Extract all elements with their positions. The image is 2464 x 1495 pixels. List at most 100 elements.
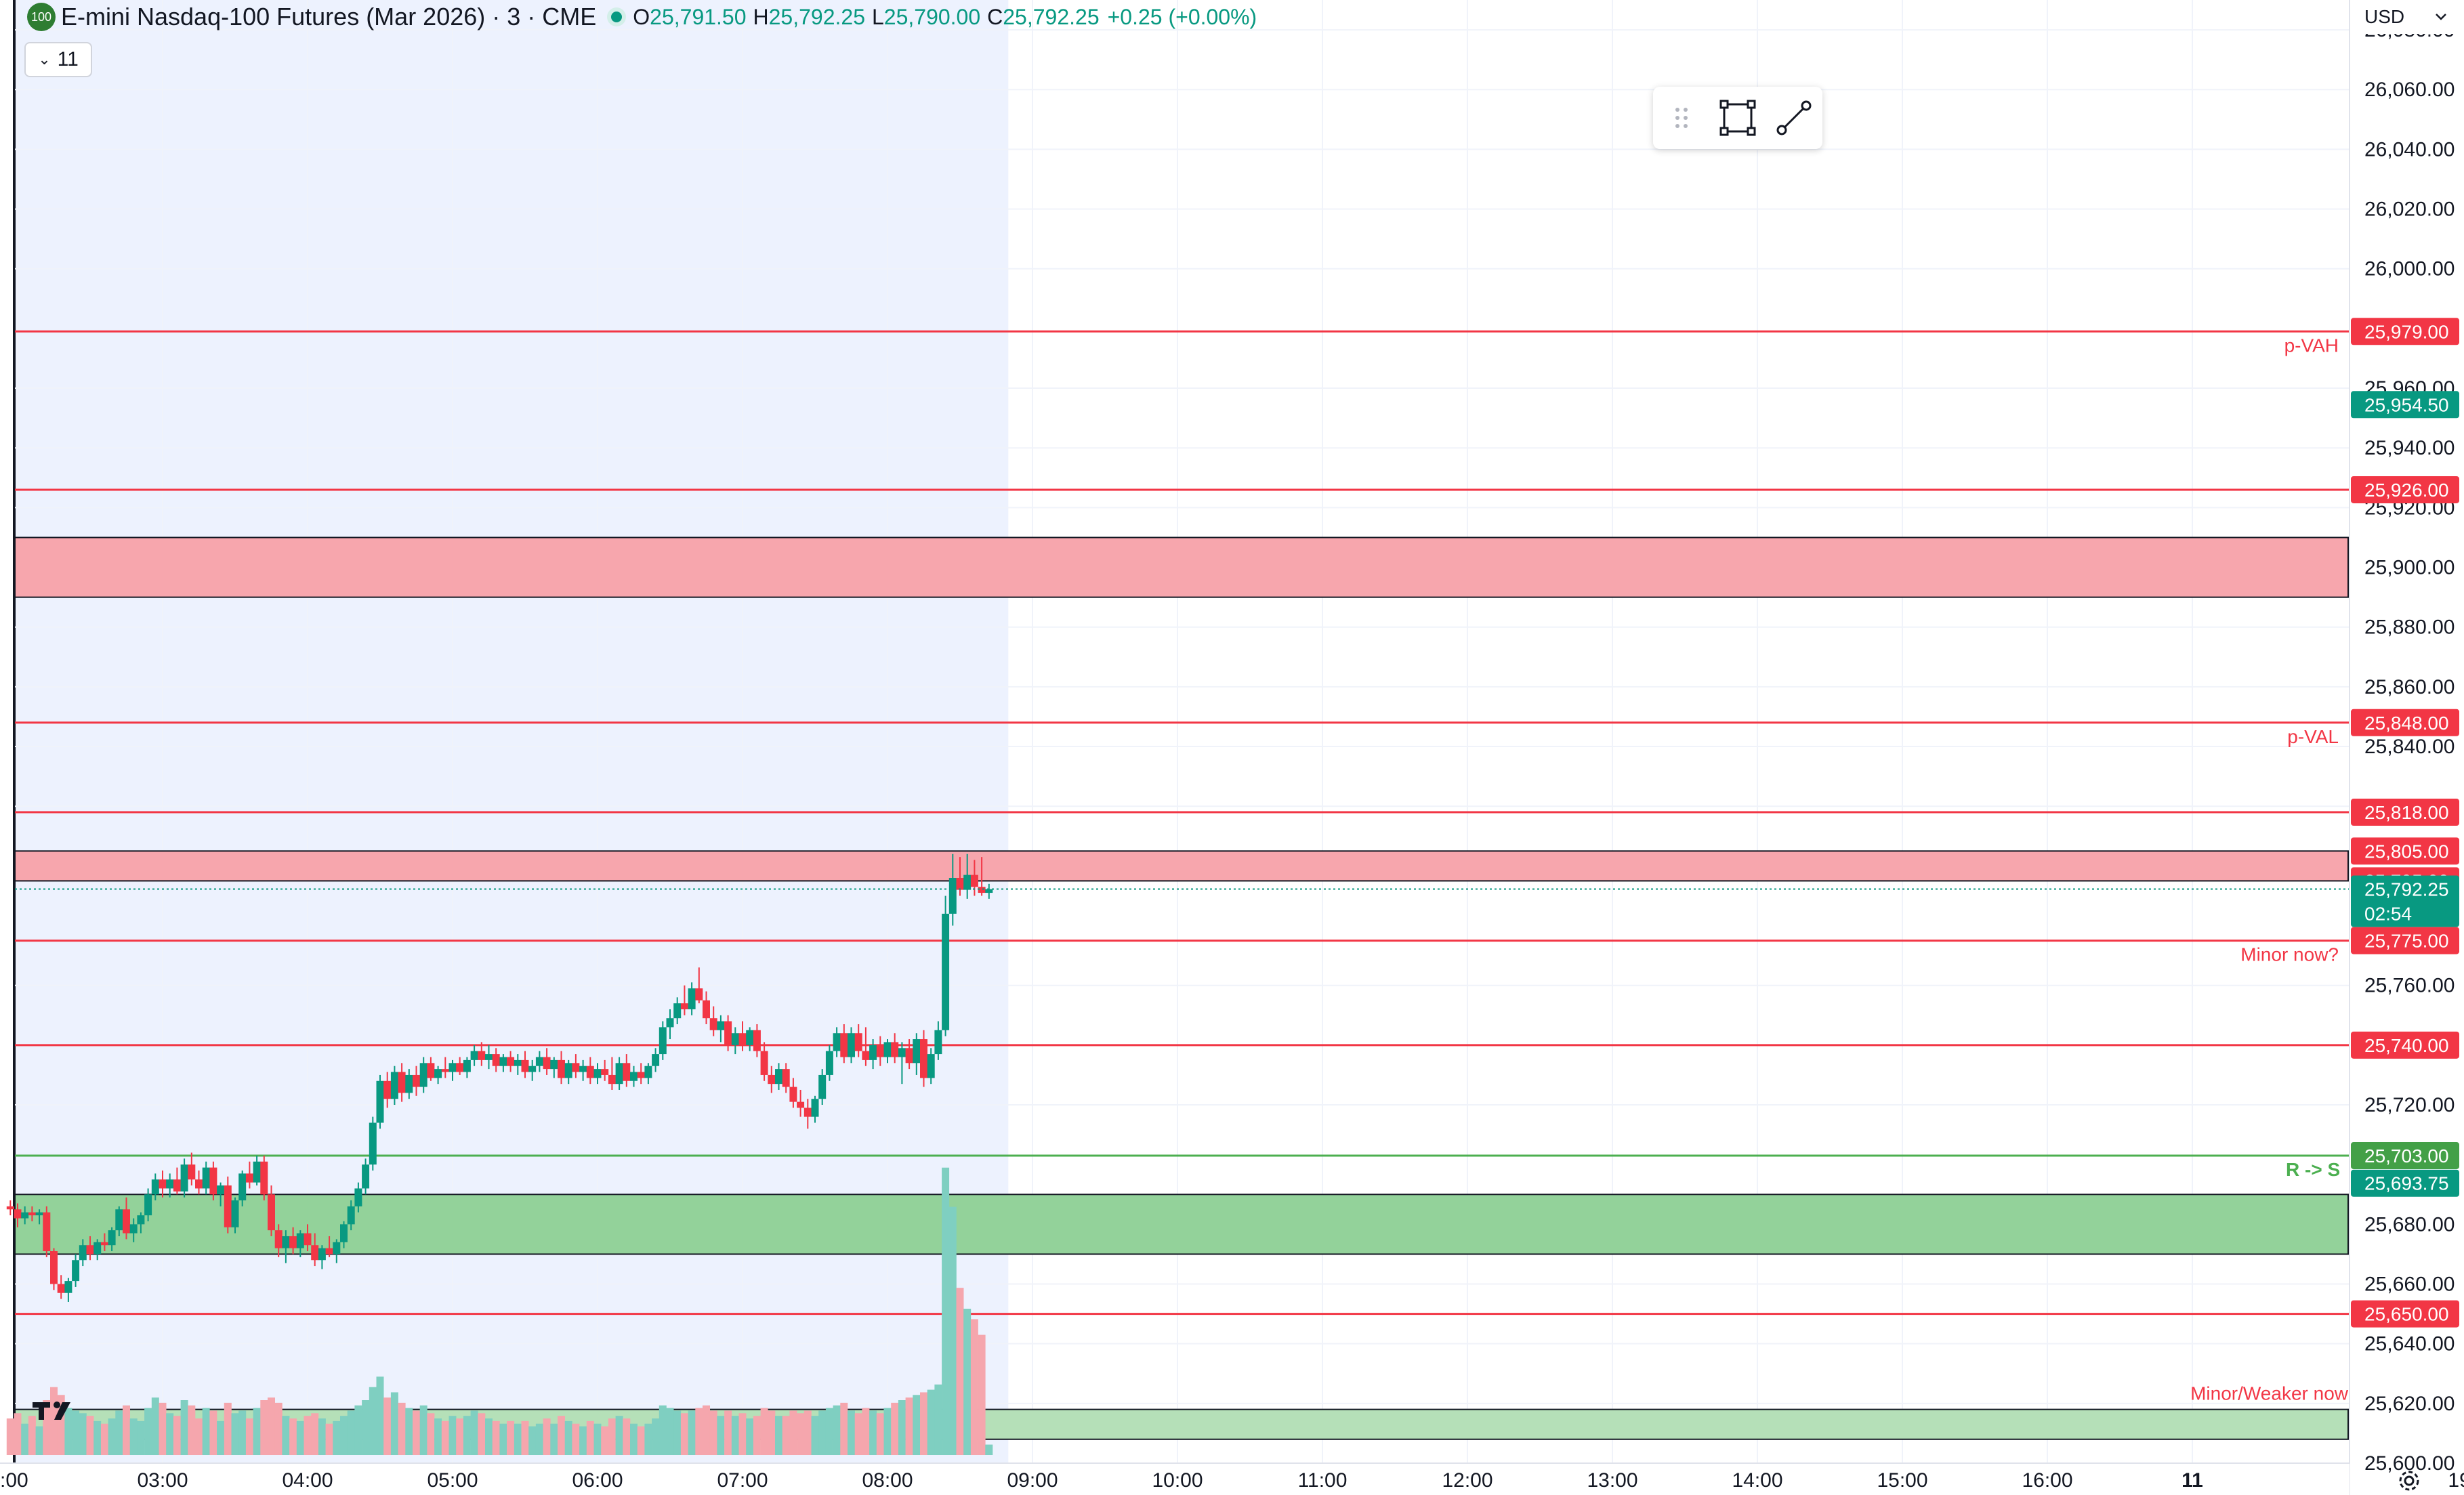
volume-bar [913, 1395, 921, 1455]
price-badge-label: 25,848.00 [2364, 713, 2449, 734]
volume-bar [260, 1400, 268, 1455]
candle-body [768, 1074, 776, 1085]
candle-body [738, 1033, 747, 1045]
candle-body [840, 1033, 848, 1057]
candle-body [644, 1066, 652, 1078]
x-tick-label: 03:00 [137, 1469, 188, 1492]
x-tick-label: 08:00 [862, 1469, 913, 1492]
candle-body [666, 1018, 674, 1028]
ohlc-low-label: L [871, 4, 884, 29]
volume-bar [413, 1410, 420, 1455]
y-tick-label: 25,620.00 [2364, 1393, 2455, 1415]
level-annotation: R -> S [2286, 1159, 2340, 1180]
volume-bar [398, 1402, 406, 1455]
candle-body [390, 1072, 398, 1099]
volume-bar [760, 1408, 768, 1455]
candle-body [920, 1039, 927, 1078]
volume-bar [637, 1426, 645, 1455]
volume-bar [970, 1319, 978, 1455]
candle-body [673, 1003, 682, 1019]
candle-body [260, 1161, 268, 1195]
candle-body [927, 1054, 935, 1078]
volume-bar [673, 1410, 682, 1455]
volume-bar [703, 1405, 710, 1455]
candle-body [369, 1122, 377, 1165]
volume-bar [499, 1423, 507, 1455]
price-badge-label: 25,693.75 [2364, 1173, 2449, 1194]
volume-bar [630, 1423, 638, 1455]
candle-body [528, 1066, 537, 1072]
candle-body [427, 1063, 435, 1078]
y-tick-label: 26,020.00 [2364, 198, 2455, 221]
candle-body [934, 1030, 942, 1055]
candle-body [579, 1066, 587, 1072]
x-tick-label: 19:0 [2448, 1469, 2464, 1492]
volume-bar [274, 1402, 283, 1455]
logo-shape [54, 1402, 70, 1420]
settings-gear-icon[interactable] [2396, 1467, 2423, 1494]
candle-body [57, 1284, 65, 1293]
volume-bar [151, 1397, 159, 1455]
candle-body [137, 1215, 145, 1225]
candle-body [463, 1059, 471, 1072]
candle-body [543, 1057, 551, 1070]
price-badge-label: 25,650.00 [2364, 1304, 2449, 1325]
price-badge-label: 25,703.00 [2364, 1145, 2449, 1166]
candle-body [180, 1164, 188, 1192]
candle-body [659, 1027, 667, 1055]
candle-body [224, 1185, 232, 1227]
volume-bar [811, 1416, 819, 1455]
price-axis[interactable]: 26,080.0026,060.0026,040.0026,020.0026,0… [2349, 0, 2464, 1495]
rectangle-tool-icon[interactable] [1717, 98, 1758, 138]
candle-body [347, 1206, 355, 1225]
candle-body [652, 1054, 660, 1066]
zone-rect [14, 1194, 2349, 1255]
volume-bar [854, 1413, 862, 1455]
trendline-tool-icon[interactable] [1774, 98, 1814, 138]
candle-body [913, 1039, 921, 1064]
price-badge-label: 25,926.00 [2364, 480, 2449, 501]
volume-bar [775, 1416, 782, 1455]
symbol-title[interactable]: E-mini Nasdaq-100 Futures (Mar 2026) · 3… [61, 3, 597, 30]
candle-body [441, 1069, 449, 1072]
candle-body [586, 1066, 594, 1078]
volume-bar [724, 1410, 732, 1455]
zones-layer [14, 536, 2349, 1440]
volume-bar [304, 1416, 312, 1455]
candle-body [797, 1101, 805, 1108]
candle-body [898, 1048, 906, 1057]
y-tick-label: 26,060.00 [2364, 79, 2455, 101]
candle-body [905, 1048, 913, 1064]
level-annotation: p-VAL [2287, 726, 2339, 747]
volume-bar [891, 1402, 899, 1455]
candle-body [173, 1179, 181, 1192]
price-levels-layer [15, 330, 2350, 1315]
volume-bar [956, 1288, 964, 1455]
time-axis[interactable]: :00 03:00 04:00 05:00 06:00 07:00 08:00 09:00 10… [0, 1462, 2464, 1495]
interval-selector[interactable]: ⌄ 11 [24, 42, 92, 77]
candle-body [340, 1224, 348, 1242]
volume-bar [485, 1418, 493, 1455]
drag-handle-icon[interactable] [1661, 98, 1702, 138]
volume-bar [623, 1418, 631, 1455]
candle-body [499, 1057, 507, 1066]
candle-body [282, 1236, 290, 1248]
volume-bar [434, 1418, 442, 1455]
y-tick-label: 25,900.00 [2364, 557, 2455, 579]
volume-bar [709, 1410, 717, 1455]
candle-body [245, 1173, 253, 1183]
candle-body [637, 1072, 645, 1078]
price-badge [2351, 1031, 2459, 1059]
volume-bar [245, 1418, 253, 1455]
x-tick-label: 05:00 [427, 1469, 478, 1492]
zone-rect [14, 536, 2349, 598]
volume-layer [6, 1167, 993, 1455]
y-tick-label: 25,600.00 [2364, 1452, 2455, 1475]
price-badge-label: 25,818.00 [2364, 802, 2449, 823]
candle-body [376, 1080, 384, 1123]
volume-bar [579, 1426, 587, 1455]
y-tick-label: 25,860.00 [2364, 676, 2455, 698]
currency-selector[interactable]: USD [2351, 0, 2459, 34]
volume-bar [797, 1413, 805, 1455]
